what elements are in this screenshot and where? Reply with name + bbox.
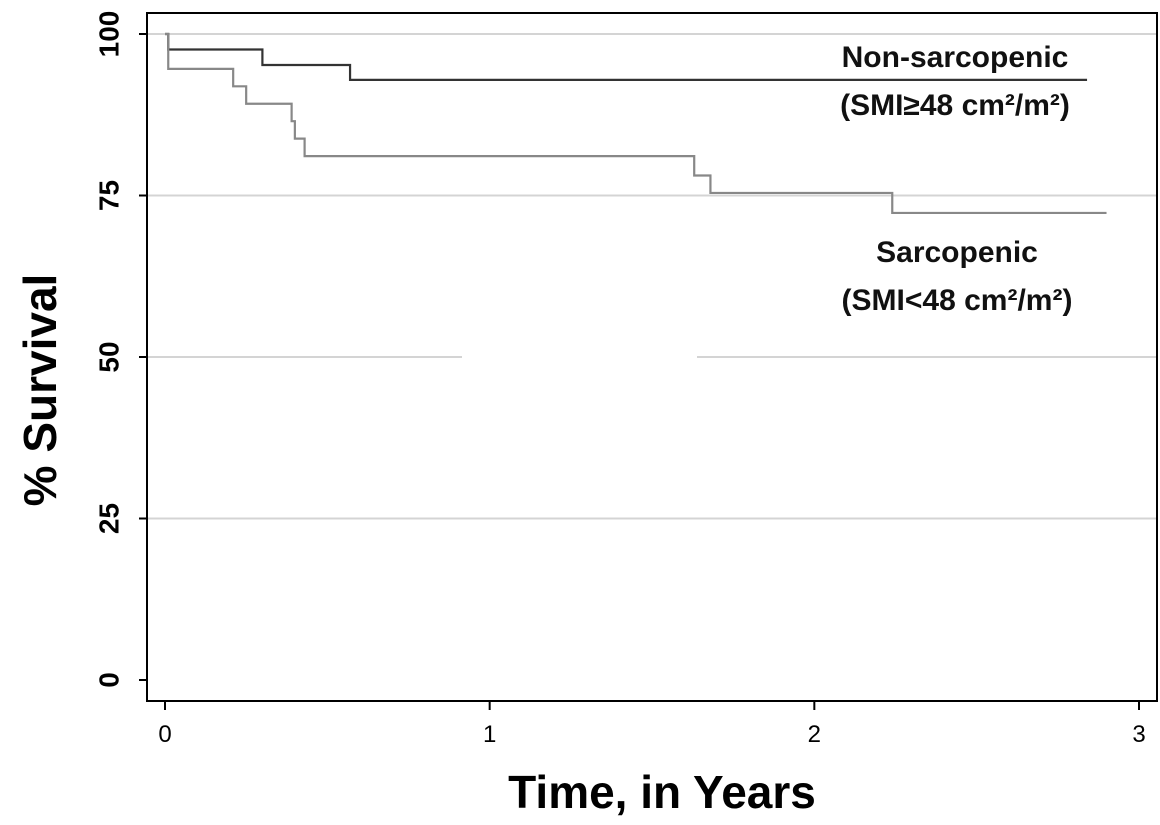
series-lines: [165, 32, 1107, 215]
y-tick-label-25: 25: [93, 503, 124, 534]
series-label-sarcopenic-name: Sarcopenic: [876, 236, 1038, 269]
gridlines: [148, 33, 1156, 520]
x-tick-label-2: 2: [808, 721, 821, 748]
y-tick-label-75: 75: [93, 180, 124, 211]
x-axis-title: Time, in Years: [508, 766, 816, 818]
series-label-non-sarcopenic-name: Non-sarcopenic: [842, 41, 1069, 74]
x-tick-label-0: 0: [158, 721, 171, 748]
series-line-sarcopenic: [165, 32, 1107, 215]
y-axis-title: % Survival: [14, 274, 66, 507]
series-label-non-sarcopenic-smi: (SMI≥48 cm²/m²): [840, 89, 1070, 122]
y-tick-label-100: 100: [93, 11, 124, 58]
series-labels: Non-sarcopenic (SMI≥48 cm²/m²) Sarcopeni…: [840, 41, 1072, 317]
y-tick-label-50: 50: [93, 341, 124, 372]
x-tick-label-3: 3: [1132, 721, 1145, 748]
axes: 0 25 50 75 100 0 1 2 3: [93, 11, 1145, 748]
y-tick-label-0: 0: [93, 672, 124, 688]
x-tick-label-1: 1: [483, 721, 496, 748]
series-label-sarcopenic-smi: (SMI<48 cm²/m²): [842, 284, 1073, 317]
